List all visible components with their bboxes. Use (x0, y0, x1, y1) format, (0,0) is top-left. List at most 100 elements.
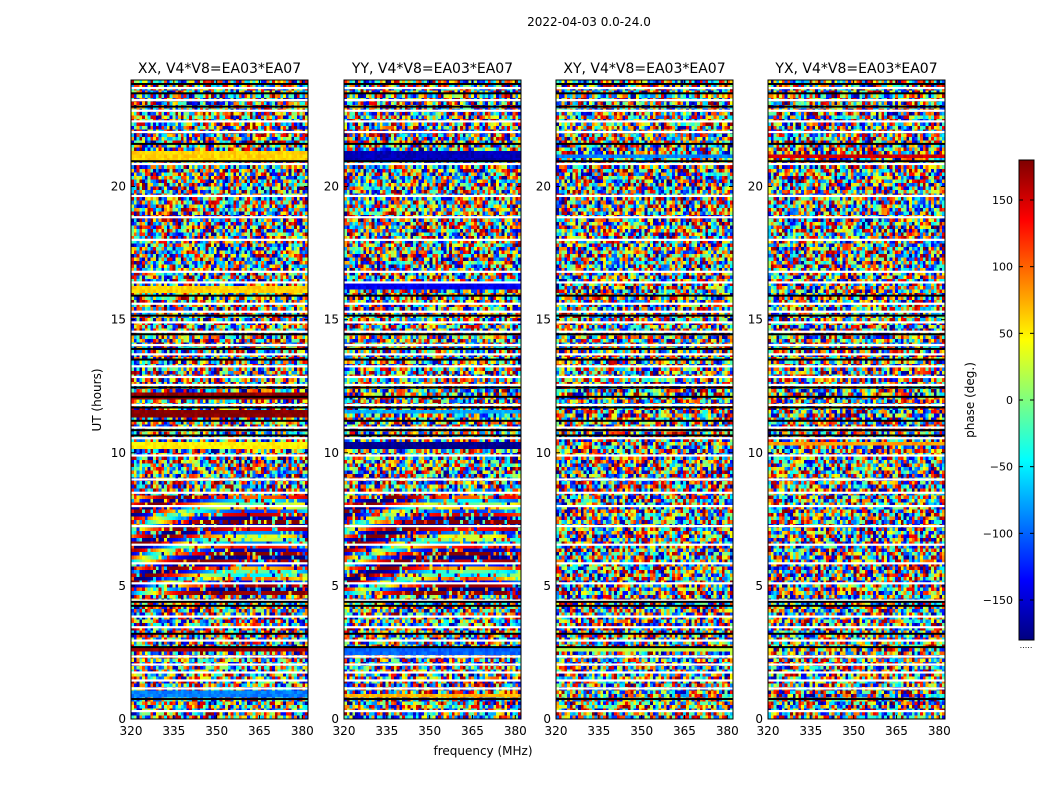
panel-frame (343, 79, 522, 720)
flagged-row-white (131, 98, 308, 102)
flagged-row-white (131, 491, 308, 494)
flagged-row-black (768, 386, 945, 389)
flagged-row-black (131, 632, 308, 635)
flagged-row-white (131, 524, 308, 528)
flagged-row-black (556, 347, 733, 350)
flagged-row-white (768, 655, 945, 658)
colorbar: −150 −100 −50 0 50 100 150 (983, 159, 1035, 641)
flagged-row-white (768, 478, 945, 481)
flagged-row-white (131, 86, 308, 90)
flagged-row-white (768, 626, 945, 629)
flagged-row-white (131, 505, 308, 508)
flagged-row-white (131, 130, 308, 134)
flagged-row-white (556, 543, 733, 546)
flagged-row-white (768, 599, 945, 602)
x-tick-label: 380 (291, 724, 314, 738)
flagged-row-white (131, 330, 308, 333)
flagged-row-white (556, 216, 733, 219)
flagged-row-black (768, 698, 945, 701)
flagged-row-black (344, 160, 521, 163)
flagged-row-black (768, 142, 945, 145)
flagged-row-white (131, 238, 308, 241)
flagged-row-white (344, 310, 521, 313)
flagged-row-white (344, 343, 521, 347)
flagged-row-white (768, 582, 945, 585)
x-tick-label: 335 (587, 724, 610, 738)
x-tick-label: 335 (799, 724, 822, 738)
y-tick-label: 20 (324, 180, 339, 194)
flagged-row-black (344, 386, 521, 389)
x-tick-label: 350 (842, 724, 865, 738)
x-tick-label: 335 (375, 724, 398, 738)
flagged-row-white (131, 194, 308, 198)
flagged-row-white (556, 98, 733, 102)
flagged-row-white (768, 679, 945, 682)
y-tick-label: 0 (543, 712, 551, 726)
flagged-row-white (556, 130, 733, 134)
flagged-row-white (344, 86, 521, 90)
flagged-row-white (344, 162, 521, 166)
flagged-row-white (131, 365, 308, 368)
flagged-row-white (768, 86, 945, 90)
flagged-row-white (131, 639, 308, 642)
flagged-row-black (768, 82, 945, 85)
flagged-row-black (344, 429, 521, 432)
flagged-row-white (344, 281, 521, 284)
panel-frame (767, 79, 946, 720)
phase-heatmap-4 (768, 80, 945, 719)
panel-4: YX, V4*V8=EA03*EA07 0 5 10 15 20 320 335 350 365 3… (748, 61, 951, 738)
flagged-row-white (768, 321, 945, 324)
flagged-row-black (556, 358, 733, 361)
flagged-row-white (344, 655, 521, 658)
flagged-row-white (344, 615, 521, 618)
flagged-row-white (556, 582, 733, 585)
flagged-row-white (131, 120, 308, 123)
x-tick-label: 350 (630, 724, 653, 738)
flagged-row-black (556, 406, 733, 409)
flagged-row-black (768, 632, 945, 635)
x-tick-label: 365 (885, 724, 908, 738)
flagged-row-black (344, 646, 521, 649)
flagged-row-white (344, 120, 521, 123)
flagged-row-white (768, 671, 945, 674)
flagged-row-white (768, 216, 945, 219)
flagged-row-white (131, 426, 308, 429)
flagged-row-white (768, 562, 945, 565)
x-axis-label: frequency (MHz) (433, 744, 532, 758)
flagged-row-black (556, 386, 733, 389)
flagged-row-white (344, 562, 521, 565)
flagged-row-black (556, 333, 733, 336)
colorbar-label: phase (deg.) (963, 362, 977, 438)
flagged-row-black (344, 698, 521, 701)
flagged-row-black (556, 314, 733, 317)
flagged-row-black (344, 632, 521, 635)
flagged-row-white (556, 120, 733, 123)
colorbar-tick-label: −100 (983, 527, 1013, 540)
flagged-row-white (344, 505, 521, 508)
flagged-row-white (344, 375, 521, 379)
flagged-row-white (344, 98, 521, 102)
flagged-row-white (768, 281, 945, 284)
flagged-row-white (556, 655, 733, 658)
flagged-row-black (768, 105, 945, 108)
flagged-row-white (556, 679, 733, 682)
flagged-row-black (556, 142, 733, 145)
flagged-row-black (344, 142, 521, 145)
flagged-row-white (768, 353, 945, 356)
flagged-row-black (131, 386, 308, 389)
flagged-row-white (131, 679, 308, 682)
flagged-row-white (768, 109, 945, 112)
flagged-row-white (131, 615, 308, 618)
flagged-row-white (344, 216, 521, 219)
flagged-row-white (556, 162, 733, 166)
flagged-row-white (344, 302, 521, 305)
flagged-row-white (344, 353, 521, 356)
flagged-row-black (131, 429, 308, 432)
flagged-row-white (768, 375, 945, 379)
y-tick-label: 20 (111, 180, 126, 194)
flagged-row-black (768, 92, 945, 95)
flagged-row-white (131, 321, 308, 324)
y-tick-label: 0 (755, 712, 763, 726)
x-tick-label: 365 (248, 724, 271, 738)
flagged-row-black (768, 429, 945, 432)
